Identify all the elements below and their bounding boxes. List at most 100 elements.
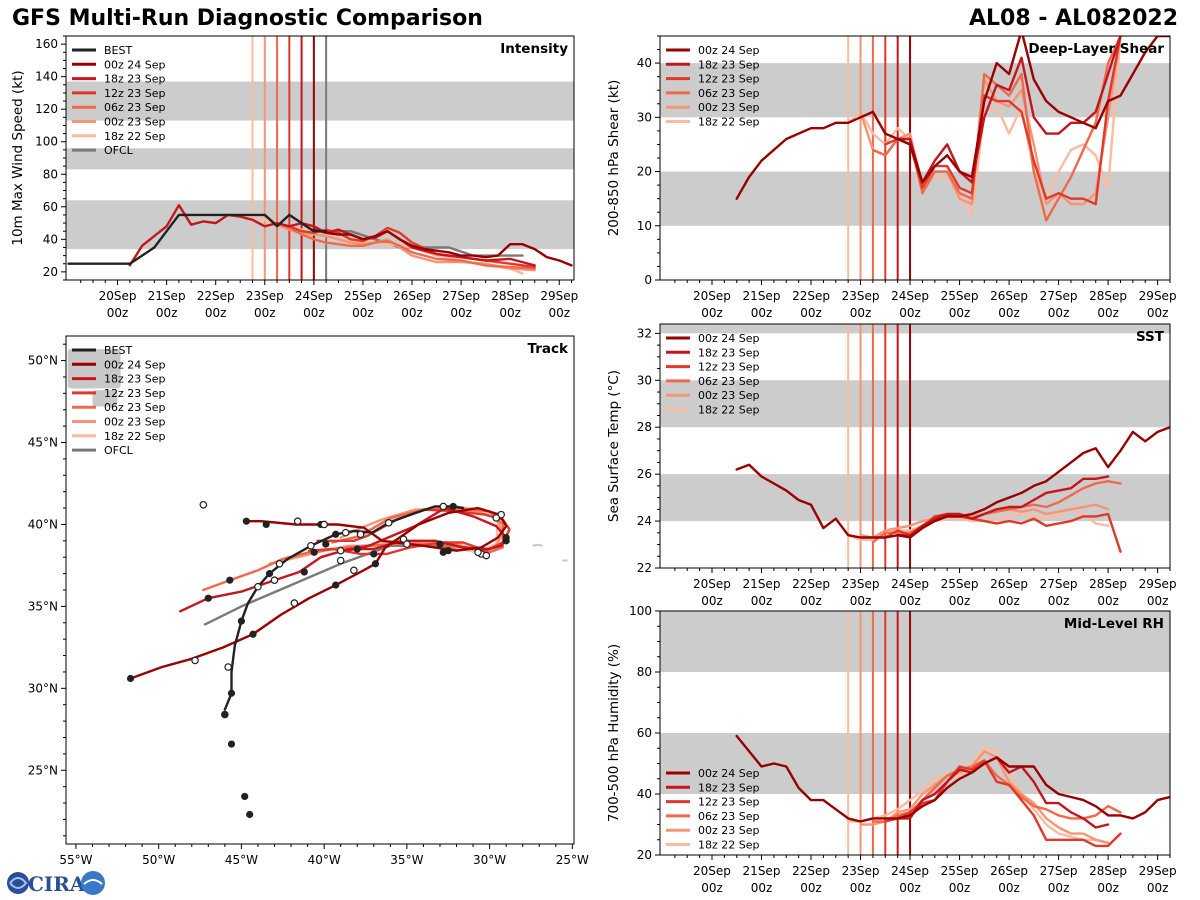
- legend-label-00z-23-sep: 00z 23 Sep: [698, 824, 760, 837]
- x-tick-label-hour: 00z: [1048, 306, 1070, 320]
- track-point-open: [336, 556, 345, 565]
- x-tick-label-hour: 00z: [998, 881, 1020, 895]
- x-tick-label-date: 25Sep: [941, 864, 979, 878]
- legend-label-00z-23-sep: 00z 23 Sep: [698, 389, 760, 402]
- series-line-18z-23-sep: [896, 475, 1110, 537]
- y-tick-label: 24: [637, 514, 652, 528]
- x-tick-label-date: 27Sep: [1040, 864, 1078, 878]
- land-patch: [105, 360, 119, 381]
- legend-label-18z-23-sep: 18z 23 Sep: [104, 373, 166, 386]
- legend-label-06z-23-sep: 06z 23 Sep: [104, 101, 166, 114]
- x-tick-label-date: 24Sep: [891, 864, 929, 878]
- x-tick-label-hour: 00z: [450, 306, 472, 320]
- track-point-open: [293, 517, 302, 525]
- y-axis-label: 10m Max Wind Speed (kt): [10, 70, 26, 245]
- y-tick-label: 140: [35, 70, 58, 84]
- y-tick-label: 45°N: [28, 436, 58, 450]
- series-line-00z-24-sep: [735, 426, 1170, 539]
- x-tick-label-hour: 00z: [1048, 881, 1070, 895]
- legend-label-06z-23-sep: 06z 23 Sep: [698, 87, 760, 100]
- y-tick-label: 40: [637, 787, 652, 801]
- x-tick-label-date: 21Sep: [743, 577, 781, 591]
- legend-label-18z-22-sep: 18z 22 Sep: [698, 116, 760, 129]
- cira-globe-icon: [7, 872, 29, 894]
- x-tick-label-hour: 00z: [899, 306, 921, 320]
- x-tick-label-hour: 00z: [1147, 594, 1169, 608]
- track-point-open: [270, 576, 279, 584]
- track-point-filled: [262, 520, 270, 529]
- y-tick-label: 25°N: [28, 763, 58, 777]
- legend-label-18z-23-sep: 18z 23 Sep: [698, 58, 760, 71]
- x-tick-label-hour: 00z: [800, 306, 822, 320]
- x-tick-label: 45°W: [225, 853, 258, 867]
- cira-partner-swoosh: [83, 879, 103, 885]
- y-tick-label: 30: [637, 110, 652, 124]
- series-line-00z-23-sep: [268, 506, 504, 565]
- y-tick-label: 80: [43, 167, 58, 181]
- track-point-filled: [226, 576, 234, 584]
- y-tick-label: 20: [637, 165, 652, 179]
- series-line-12z-23-sep: [884, 759, 1122, 848]
- track-point-open: [403, 540, 411, 548]
- legend-label-18z-22-sep: 18z 22 Sep: [698, 404, 760, 417]
- legend-label-12z-23-sep: 12z 23 Sep: [698, 796, 760, 809]
- track-point-filled: [436, 540, 444, 548]
- track-point-open: [290, 599, 299, 607]
- legend-label-00z-24-sep: 00z 24 Sep: [698, 767, 760, 780]
- cira-globe-swirl: [9, 877, 28, 889]
- x-tick-label-hour: 00z: [205, 306, 227, 320]
- y-axis-label: Sea Surface Temp (°C): [606, 370, 622, 522]
- x-tick-label-hour: 00z: [751, 306, 773, 320]
- shade-band: [66, 81, 574, 121]
- x-tick-label-date: 29Sep: [1139, 864, 1177, 878]
- shade-band: [66, 148, 574, 170]
- panel-title: Mid-Level RH: [1064, 616, 1164, 632]
- series-line-06z-23-sep: [275, 221, 536, 270]
- x-tick-label: 25°W: [556, 853, 589, 867]
- x-tick-label: 30°W: [473, 853, 506, 867]
- track-point-filled: [322, 540, 330, 548]
- best-pre-genesis-point: [241, 792, 249, 801]
- legend-label-00z-24-sep: 00z 24 Sep: [104, 358, 166, 371]
- x-tick-label: 55°W: [59, 853, 92, 867]
- track-point-open: [254, 582, 262, 591]
- series-line-18z-22-sep: [847, 36, 1122, 217]
- track-point-filled: [227, 689, 236, 697]
- legend-label-00z-23-sep: 00z 23 Sep: [104, 116, 166, 129]
- y-tick-label: 120: [35, 102, 58, 116]
- legend-label-06z-23-sep: 06z 23 Sep: [698, 375, 760, 388]
- track-point-open: [384, 519, 393, 527]
- series-line-00z-23-sep: [859, 750, 1110, 844]
- y-tick-label: 160: [35, 37, 58, 51]
- x-tick-label-hour: 00z: [751, 881, 773, 895]
- series-line-best: [67, 213, 328, 265]
- series-line-00z-24-sep: [735, 734, 1170, 823]
- x-tick-label-hour: 00z: [156, 306, 178, 320]
- series-line-00z-24-sep: [312, 228, 573, 267]
- x-tick-label-date: 22Sep: [197, 289, 235, 303]
- track-point-filled: [449, 502, 457, 511]
- cira-partner-icon: [81, 871, 105, 895]
- x-tick-label-date: 22Sep: [792, 864, 830, 878]
- panel-title: SST: [1136, 329, 1165, 345]
- plot-area: [660, 611, 1170, 855]
- x-tick-label-hour: 00z: [751, 594, 773, 608]
- storm-id-title: AL08 - AL082022: [969, 6, 1178, 31]
- y-tick-label: 22: [637, 561, 652, 575]
- x-tick-label-hour: 00z: [701, 306, 723, 320]
- track-point-open: [356, 530, 365, 539]
- series-line-12z-23-sep: [884, 36, 1122, 206]
- x-tick-label-hour: 00z: [1097, 881, 1119, 895]
- x-tick-label-date: 23Sep: [842, 864, 880, 878]
- legend-label-12z-23-sep: 12z 23 Sep: [104, 87, 166, 100]
- x-tick-label-date: 25Sep: [941, 577, 979, 591]
- x-tick-label-date: 23Sep: [842, 289, 880, 303]
- legend-label-18z-23-sep: 18z 23 Sep: [104, 73, 166, 86]
- y-tick-label: 26: [637, 467, 652, 481]
- x-tick-label-date: 24Sep: [295, 289, 333, 303]
- panel-title: Intensity: [500, 41, 568, 57]
- track-point-open: [224, 663, 232, 671]
- track-point-filled: [310, 548, 318, 556]
- x-tick-label: 35°W: [390, 853, 423, 867]
